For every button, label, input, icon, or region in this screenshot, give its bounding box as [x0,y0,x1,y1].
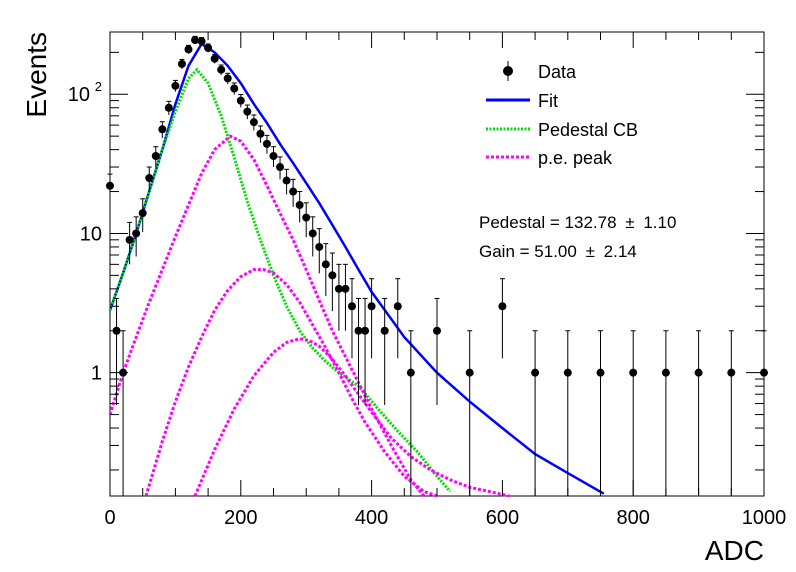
legend-entry-pe-peak: p.e. peak [486,148,613,168]
x-axis-label: ADC [705,535,764,566]
data-point [223,74,232,83]
legend-label-fit: Fit [538,91,558,111]
data-point [334,284,343,293]
data-point [498,302,507,311]
data-point [106,181,114,190]
data-point [217,65,226,74]
data-point [184,45,193,54]
data-point [694,368,703,377]
legend-entry-pedestal: Pedestal CB [486,120,638,140]
curve-fit [108,42,605,495]
fit-results: Pedestal = 132.78 ± 1.10 Gain = 51.00 ± … [479,213,676,261]
data-point [465,368,474,377]
gain-result-error: 2.14 [604,242,637,261]
data-point [262,139,271,148]
data-point [531,368,540,377]
x-tick-label: 1000 [742,507,787,529]
legend: Data Fit Pedestal CB p.e. peak [486,61,638,168]
data-point [295,201,304,210]
data-point [315,242,324,251]
data-point [596,368,605,377]
data-point [361,326,370,335]
curve-p-e-peak-3 [193,337,510,498]
pedestal-result-pm: ± [625,213,634,232]
data-point [328,271,337,280]
data-point [243,107,252,116]
x-tick-label: 400 [355,507,388,529]
data-point [282,176,291,185]
data-point [249,118,258,127]
data-point [230,84,239,93]
data-point [171,81,180,90]
data-point [563,368,572,377]
data-point [321,260,330,269]
x-tick-label: 200 [224,507,257,529]
data-point [191,36,200,45]
legend-data-marker [503,66,513,76]
data-point [661,368,670,377]
legend-entry-fit: Fit [486,91,558,111]
data-point [177,59,186,68]
gain-result: Gain = 51.00 ± 2.14 [479,242,637,261]
curve-pedestal-cb [108,67,452,493]
x-tick-label: 800 [617,507,650,529]
data-points [106,35,768,496]
legend-label-pe-peak: p.e. peak [538,148,613,168]
data-point [302,213,311,222]
y-tick-label-exponent: 2 [95,79,102,94]
data-point [151,152,160,161]
pedestal-result-error: 1.10 [643,213,676,232]
y-tick-label: 10 [80,223,102,245]
data-point [256,129,265,138]
data-point [138,209,147,218]
data-point [204,43,213,52]
legend-label-pedestal: Pedestal CB [538,120,638,140]
y-axis: 1 10 10 2 [68,51,764,471]
gain-result-pm: ± [586,242,595,261]
data-point [289,187,298,196]
curve-p-e-peak-2 [144,268,438,498]
y-tick-label: 1 [91,363,102,385]
data-point [341,284,350,293]
data-point [354,326,363,335]
data-point [308,229,317,238]
fit-curves [108,42,605,498]
pedestal-result: Pedestal = 132.78 ± 1.10 [479,213,676,232]
data-point [210,54,219,63]
data-point [406,368,415,377]
x-tick-label: 0 [104,507,115,529]
data-point [433,326,441,335]
y-tick-label: 10 [68,84,90,106]
data-point [727,368,736,377]
data-point [629,368,638,377]
data-point [236,96,245,105]
data-point [145,174,154,183]
y-axis-label: Events [21,32,52,118]
data-point [132,229,141,238]
legend-label-data: Data [538,62,577,82]
x-tick-label: 600 [486,507,519,529]
data-point [276,163,285,172]
x-axis: 0 200 400 600 800 1000 [104,32,786,529]
data-point [347,302,356,311]
data-point [125,235,134,244]
data-point [158,125,167,134]
pedestal-result-label: Pedestal = 132.78 [479,213,617,232]
data-point [393,302,402,311]
gain-result-label: Gain = 51.00 [479,242,577,261]
data-point [164,103,173,112]
legend-entry-data: Data [503,61,577,82]
data-point [367,302,376,311]
data-point [197,37,206,46]
data-point [380,326,389,335]
data-point [269,152,278,161]
